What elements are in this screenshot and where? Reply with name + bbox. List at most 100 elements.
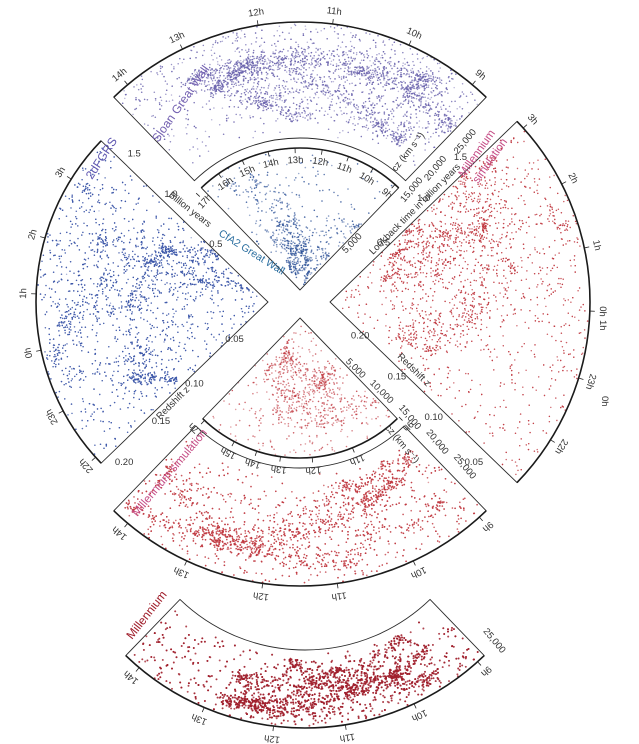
millennium-mid-inner-hour-label: 13h <box>270 462 287 475</box>
millennium-mid-inner-wedge-outer-arc <box>202 418 398 459</box>
twodf-hour-label: 1h <box>18 288 29 299</box>
sloan-hour-tick <box>256 20 259 26</box>
millennium-bottom-hour-tick <box>201 707 205 713</box>
sloan-hour-label: 10h <box>405 26 424 42</box>
millennium-bottom-hour-label: 14h <box>122 668 141 687</box>
millennium-bottom-hour-tick <box>135 667 140 672</box>
twodf-years-radial-label: 1.0 <box>164 189 177 200</box>
twodf-years-radial-label: 1.5 <box>128 148 141 159</box>
millennium-right-years-radial-label: 1.5 <box>454 152 467 163</box>
sloan-hour-tick <box>408 40 412 46</box>
twodf-z-radial-label: 0.20 <box>115 457 134 468</box>
twodf-hour-label: 3h <box>53 165 68 180</box>
cfa2-hour-tick <box>241 160 245 166</box>
millennium-right-z-radial-label: 0.05 <box>465 457 484 468</box>
twodf-wedge-background <box>35 140 268 464</box>
millennium-bottom-wedge-background <box>125 599 485 729</box>
millennium-mid-hour-label: 10h <box>409 564 428 581</box>
cfa2-hour-label: 13h <box>287 155 303 167</box>
sloan-hour-label: 14h <box>110 66 129 85</box>
cfa2-hour-label: 14h <box>262 157 280 171</box>
cfa2-wedge-galaxies <box>207 153 393 286</box>
sloan-hour-tick <box>124 80 129 85</box>
twodf-hour-tick <box>91 456 96 461</box>
twodf-hour-label: 23h <box>44 407 61 426</box>
millennium-mid-inner-hour-tick <box>254 451 258 457</box>
millennium-mid-hour-tick <box>336 583 339 589</box>
millennium-mid-inner-hour-tick <box>231 441 235 447</box>
millennium-right-hour-label: 1h <box>590 239 603 252</box>
sloan-wedge-background <box>113 21 487 181</box>
millennium-bottom-hour-label: 10h <box>410 707 429 724</box>
cfa2-hour-tick <box>346 156 349 162</box>
millennium-mid-hour-label: 12h <box>252 589 269 602</box>
millennium-bottom-wedge-outer-arc <box>125 655 485 729</box>
millennium-mid-hour-tick <box>124 523 129 528</box>
millennium-bottom-hour-tick <box>477 661 482 666</box>
twodf-z-radial-label: 0.05 <box>225 334 244 345</box>
millennium-mid-hour-tick <box>184 560 188 566</box>
millennium-right-hour-label: 23h <box>583 372 598 390</box>
millennium-right-wedge-galaxies <box>342 130 589 476</box>
twodf-z-radial-label: 0.15 <box>152 416 171 427</box>
sloan-hour-label: 13h <box>167 29 186 46</box>
millennium-mid-hour-tick <box>412 560 416 566</box>
millennium-right-hour-tick <box>578 377 584 380</box>
millennium-mid-inner-hour-tick <box>200 420 205 425</box>
millennium-bottom-hour-label: 11h <box>339 731 356 744</box>
millennium-bottom-hour-label: 13h <box>190 711 209 727</box>
millennium-right-hour-label: 22h <box>552 437 570 456</box>
millennium-mid-hour-label: 14h <box>110 524 129 543</box>
millennium-mid-hour-label: 11h <box>331 589 348 602</box>
sloan-hour-label: 11h <box>326 5 342 18</box>
twodf-hour-label: 0h <box>22 347 35 360</box>
twodf-hour-tick <box>40 236 46 239</box>
sloan-wedge-galaxies <box>121 23 479 166</box>
millennium-bottom-hour-tick <box>344 724 347 730</box>
millennium-right-z-radial-label: 0.20 <box>351 330 370 341</box>
side-label-1h: 1h <box>597 320 608 331</box>
cfa2-hour-tick <box>218 173 222 179</box>
millennium-right-hour-tick <box>584 246 590 249</box>
millennium-right-z-radial-label: 0.10 <box>424 412 443 423</box>
sloan-hour-tick <box>179 44 183 50</box>
millennium-right-z-radial-label: 0.15 <box>388 371 407 382</box>
millennium-right-wedge-outer-arc <box>516 120 591 484</box>
millennium-bottom-hour-tick <box>413 703 417 709</box>
sloan-hour-label: 9h <box>473 68 488 83</box>
twodf-wedge-galaxies <box>37 147 258 455</box>
sloan-hour-label: 12h <box>247 6 264 19</box>
twodf-z-radial-label: 0.10 <box>185 379 204 390</box>
millennium-right-years-radial-label: 0.5 <box>377 238 390 249</box>
wedge-frames <box>35 21 591 729</box>
millennium-right-hour-label: 2h <box>565 171 580 185</box>
twodf-hour-label: 2h <box>26 228 39 241</box>
millennium-bottom-hour-tick <box>272 726 274 732</box>
millennium-mid-hour-label: 13h <box>172 564 191 581</box>
millennium-mid-inner-hour-label: 14h <box>244 455 262 470</box>
wedge-fills <box>35 21 590 729</box>
twodf-years-radial-label: 0.5 <box>209 239 222 250</box>
cfa2-hour-label: 12h <box>312 155 329 168</box>
millennium-mid-inner-hour-label: 12h <box>305 464 322 476</box>
millennium-mid-hour-tick <box>261 583 264 589</box>
millennium-right-hour-tick <box>550 439 555 443</box>
millennium-mid-inner-hour-tick <box>279 456 281 462</box>
twodf-hour-tick <box>58 410 64 414</box>
millennium-mid-wedge-background <box>113 425 487 586</box>
sloan-hour-tick <box>471 80 476 85</box>
cfa2-hour-tick <box>321 149 323 155</box>
millennium-mid-inner-hour-tick <box>398 416 403 421</box>
millennium-mid-wedge-outer-arc <box>113 510 487 587</box>
twodf-hour-tick <box>36 349 42 352</box>
cfa2-hour-label: 11h <box>335 161 353 177</box>
millennium-right-years-radial-label: 1.0 <box>417 193 430 204</box>
sloan-wedge-outer-arc <box>113 21 487 98</box>
galaxy-distribution-dots <box>37 23 589 727</box>
cfa2-wedge-outer-arc <box>200 147 400 189</box>
millennium-mid-hour-tick <box>479 516 483 522</box>
millennium-bottom-cz-radial-label: 25,000 <box>481 626 508 655</box>
twodf-hour-tick <box>66 176 72 180</box>
